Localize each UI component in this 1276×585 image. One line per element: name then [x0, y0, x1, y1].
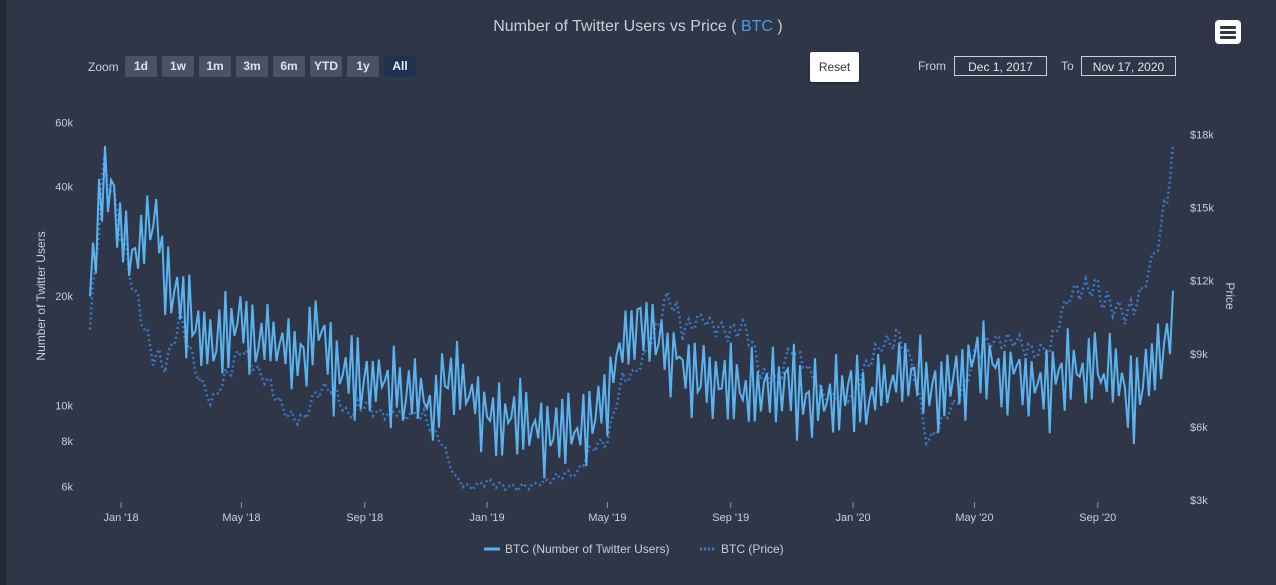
y2-tick-label: $15k [1190, 203, 1214, 215]
series-price-line [88, 144, 1175, 494]
legend-item-users[interactable]: BTC (Number of Twitter Users) [484, 542, 669, 556]
zoom-button-1y[interactable]: 1y [347, 56, 379, 77]
x-tick-label: Jan '20 [836, 512, 871, 524]
y2-tick-label: $12k [1190, 276, 1214, 288]
series-users-line [89, 145, 1174, 479]
legend-label: BTC (Price) [721, 542, 784, 556]
x-tick-label: Sep '20 [1079, 512, 1116, 524]
zoom-button-3m[interactable]: 3m [236, 56, 268, 77]
reset-zoom-button[interactable]: Reset [810, 52, 859, 82]
zoom-button-1m[interactable]: 1m [199, 56, 231, 77]
x-tick-label: Jan '19 [470, 512, 505, 524]
range-to-label: To [1061, 59, 1074, 73]
zoom-button-6m[interactable]: 6m [273, 56, 305, 77]
range-to-input[interactable]: Nov 17, 2020 [1081, 56, 1176, 76]
zoom-button-1w[interactable]: 1w [162, 56, 194, 77]
y-tick-label: 10k [55, 401, 73, 413]
y-tick-label: 6k [61, 481, 73, 493]
x-tick-label: Sep '18 [346, 512, 383, 524]
y-tick-label: 60k [55, 118, 73, 130]
range-from-input[interactable]: Dec 1, 2017 [954, 56, 1047, 76]
y2-axis-label: Price [1223, 282, 1237, 310]
x-tick-label: May '19 [588, 512, 626, 524]
range-from-label: From [918, 59, 946, 73]
x-tick-label: May '18 [222, 512, 260, 524]
legend-item-price[interactable]: BTC (Price) [700, 542, 784, 556]
chart-title-suffix: ) [772, 18, 783, 35]
y-tick-label: 20k [55, 291, 73, 303]
y2-tick-label: $6k [1190, 422, 1208, 434]
y-axis-label: Number of Twitter Users [34, 231, 48, 360]
y-tick-label: 8k [61, 436, 73, 448]
zoom-label: Zoom [88, 60, 119, 74]
hamburger-icon[interactable] [1215, 20, 1241, 44]
legend-label: BTC (Number of Twitter Users) [505, 542, 669, 556]
chart-title-coin[interactable]: BTC [740, 18, 773, 35]
zoom-button-all[interactable]: All [384, 56, 416, 77]
y2-tick-label: $18k [1190, 129, 1214, 141]
zoom-button-ytd[interactable]: YTD [310, 56, 342, 77]
chart-title-prefix: Number of Twitter Users vs Price ( [493, 18, 741, 35]
y2-tick-label: $3k [1190, 495, 1208, 507]
x-tick-label: Jan '18 [104, 512, 139, 524]
y-tick-label: 40k [55, 182, 73, 194]
x-tick-label: May '20 [955, 512, 993, 524]
x-tick-label: Sep '19 [712, 512, 749, 524]
zoom-button-1d[interactable]: 1d [125, 56, 157, 77]
y2-tick-label: $9k [1190, 349, 1208, 361]
chart-title: Number of Twitter Users vs Price ( BTC ) [0, 18, 1276, 36]
